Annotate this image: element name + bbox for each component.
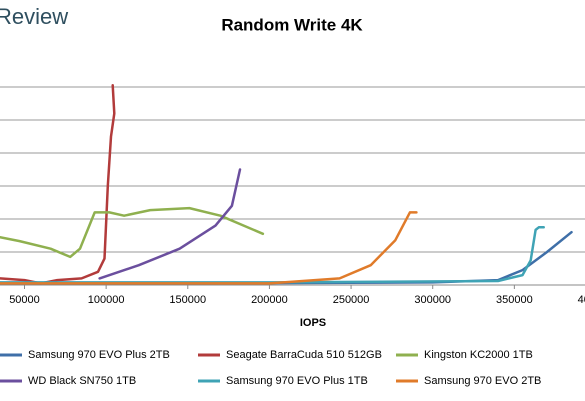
x-tick-label: 100000 (88, 294, 125, 306)
legend-label: Kingston KC2000 1TB (424, 349, 533, 361)
legend-label: WD Black SN750 1TB (28, 375, 136, 387)
series-line (0, 211, 418, 285)
series-line (0, 226, 545, 284)
series-line (0, 84, 116, 285)
x-tick-label: 300000 (414, 294, 451, 306)
series-line (0, 206, 265, 259)
x-tick-label: 200000 (251, 294, 288, 306)
legend-label: Samsung 970 EVO Plus 1TB (226, 375, 368, 387)
x-tick-label: 250000 (333, 294, 370, 306)
x-axis-label: IOPS (300, 317, 326, 329)
x-tick-label: 350000 (496, 294, 533, 306)
series-line (98, 168, 242, 280)
chart-title: Random Write 4K (221, 15, 363, 34)
logo: Review (0, 4, 68, 29)
x-tick-label: 400000 (578, 294, 585, 306)
legend-label: Seagate BarraCuda 510 512GB (226, 349, 382, 361)
legend-label: Samsung 970 EVO 2TB (424, 375, 541, 387)
x-tick-label: 150000 (169, 294, 206, 306)
x-tick-label: 50000 (9, 294, 40, 306)
legend-label: Samsung 970 EVO Plus 2TB (28, 349, 170, 361)
